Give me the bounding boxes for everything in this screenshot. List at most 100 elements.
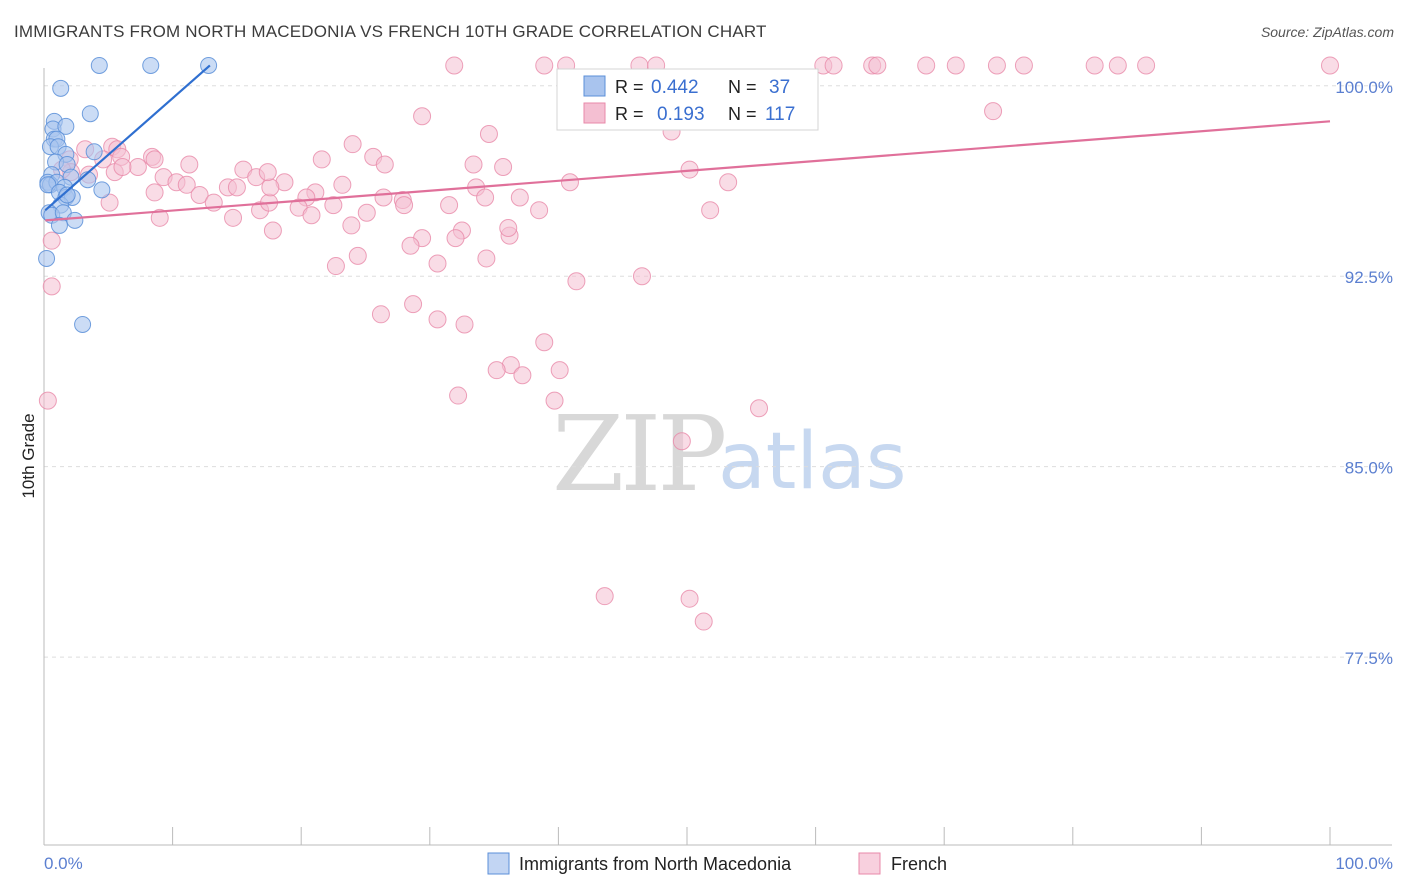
french-point <box>1085 56 1104 75</box>
french-point <box>440 196 459 215</box>
stats-n-label-1: N = <box>728 77 757 97</box>
north-macedonia-point <box>66 211 84 229</box>
y-tick-label: 77.5% <box>1345 649 1393 668</box>
north-macedonia-point <box>142 56 160 74</box>
french-point <box>404 295 423 314</box>
french-point <box>42 277 61 296</box>
french-point <box>479 125 498 144</box>
french-point <box>455 315 474 334</box>
stats-swatch-pink <box>583 102 606 124</box>
french-point <box>342 216 361 235</box>
french-point <box>413 107 432 126</box>
x-tick-label-left: 0.0% <box>44 854 83 873</box>
stats-swatch-blue <box>583 75 606 97</box>
french-point <box>1321 56 1339 75</box>
x-tick-label-right: 100.0% <box>1335 854 1393 873</box>
french-point <box>113 158 132 177</box>
stats-r-label-2: R = <box>615 104 644 124</box>
north-macedonia-trend-line <box>44 64 211 212</box>
north-macedonia-point <box>93 181 111 199</box>
legend-swatch-north-macedonia <box>487 852 510 875</box>
french-point <box>632 267 651 286</box>
french-point <box>150 208 169 227</box>
north-macedonia-point <box>50 216 68 234</box>
french-point <box>510 188 529 207</box>
chart-title: IMMIGRANTS FROM NORTH MACEDONIA VS FRENC… <box>14 22 767 41</box>
north-macedonia-point <box>81 105 99 123</box>
french-point <box>428 254 447 273</box>
french-point <box>302 206 321 225</box>
french-point <box>550 361 569 380</box>
legend-label-north-macedonia: Immigrants from North Macedonia <box>519 854 792 874</box>
french-point <box>694 612 713 631</box>
french-point <box>750 399 769 418</box>
french-point <box>446 229 465 248</box>
french-point <box>374 188 393 207</box>
french-point <box>680 589 699 608</box>
stats-n-value-1: 37 <box>769 77 790 98</box>
french-point <box>42 231 61 250</box>
french-point <box>917 56 936 75</box>
north-macedonia-points <box>38 56 218 333</box>
french-point <box>1137 56 1156 75</box>
french-point <box>445 56 464 75</box>
french-point <box>100 193 119 212</box>
french-point <box>357 203 376 222</box>
bottom-legend: Immigrants from North Macedonia French <box>487 852 947 875</box>
french-point <box>261 178 280 197</box>
french-point <box>326 257 345 276</box>
stats-r-label-1: R = <box>615 77 644 97</box>
stats-r-value-2: 0.193 <box>657 104 705 125</box>
french-point <box>401 236 420 255</box>
stats-n-label-2: N = <box>728 104 757 124</box>
french-points <box>38 56 1339 631</box>
french-point <box>946 56 965 75</box>
french-point <box>560 173 579 192</box>
y-tick-labels: 100.0% 92.5% 85.0% 77.5% <box>1335 78 1393 668</box>
watermark-atlas: atlas <box>718 417 907 507</box>
french-point <box>224 208 243 227</box>
french-point <box>428 310 447 329</box>
french-point <box>487 361 506 380</box>
legend-swatch-french <box>858 852 881 875</box>
french-point <box>672 432 691 451</box>
french-point <box>987 56 1006 75</box>
stats-n-value-2: 117 <box>765 104 795 125</box>
watermark-zip: ZIP <box>552 393 724 515</box>
french-point <box>395 196 414 215</box>
north-macedonia-point <box>52 79 70 97</box>
north-macedonia-point <box>38 249 56 267</box>
x-ticks <box>43 827 1331 845</box>
french-point <box>530 201 549 220</box>
french-point <box>476 188 495 207</box>
french-point <box>535 333 554 352</box>
french-point <box>343 135 362 154</box>
y-tick-label: 92.5% <box>1345 268 1393 287</box>
y-tick-label: 85.0% <box>1345 459 1393 478</box>
french-point <box>499 218 518 237</box>
french-point <box>719 173 738 192</box>
french-point <box>371 305 390 324</box>
north-macedonia-point <box>85 143 103 161</box>
french-point <box>38 391 57 410</box>
north-macedonia-point <box>58 186 76 204</box>
stats-r-value-1: 0.442 <box>651 77 699 98</box>
french-point <box>494 158 513 177</box>
legend-label-french: French <box>891 854 947 874</box>
stats-legend: R = 0.442 N = 37 R = 0.193 N = 117 <box>556 68 819 131</box>
french-point <box>324 196 343 215</box>
french-point <box>312 150 331 169</box>
french-point <box>701 201 720 220</box>
french-point <box>258 163 277 182</box>
north-macedonia-point <box>74 315 92 333</box>
french-point <box>513 366 532 385</box>
french-point <box>449 386 468 405</box>
y-axis-label: 10th Grade <box>19 413 38 498</box>
french-point <box>145 150 164 169</box>
french-point <box>190 185 209 204</box>
french-point <box>145 183 164 202</box>
french-point <box>180 155 199 174</box>
french-point <box>477 249 496 268</box>
french-point <box>177 175 196 194</box>
